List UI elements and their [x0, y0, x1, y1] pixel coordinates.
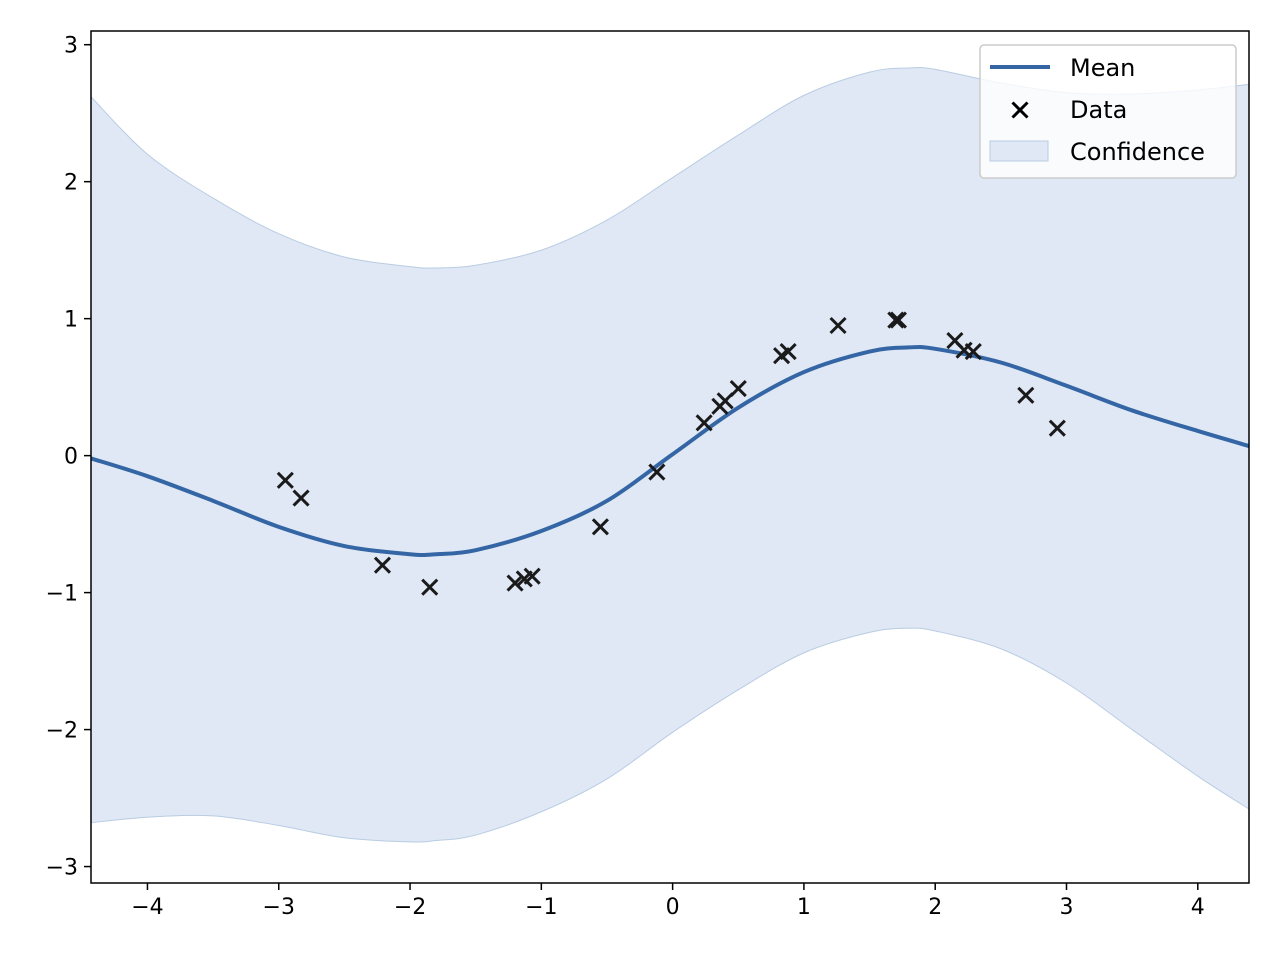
data-point: [276, 471, 294, 489]
y-tick-label: 0: [64, 445, 78, 470]
y-tick-label: 1: [64, 308, 78, 333]
x-tick-label: −1: [525, 895, 557, 920]
legend-data-swatch: [1011, 101, 1029, 119]
data-point: [779, 342, 797, 361]
data-point: [889, 311, 908, 329]
x-tick-label: 0: [666, 895, 680, 920]
legend-data-label: Data: [1070, 96, 1127, 124]
data-point: [506, 574, 524, 592]
y-tick-label: −1: [46, 582, 78, 607]
data-point: [373, 556, 392, 574]
data-point: [964, 342, 982, 361]
y-tick-label: −2: [46, 719, 78, 744]
data-point: [421, 578, 439, 596]
data-point: [292, 489, 310, 507]
data-point: [648, 463, 666, 481]
axes-frame: [90, 30, 1250, 884]
legend: Mean Data Confidence: [979, 44, 1237, 179]
legend-confidence-swatch: [989, 140, 1049, 162]
data-point: [887, 311, 905, 329]
legend-confidence-label: Confidence: [1070, 138, 1205, 166]
y-tick-label: 3: [64, 34, 78, 59]
plot-area: [91, 67, 1249, 843]
mean-line: [91, 344, 1249, 558]
data-point: [591, 518, 609, 536]
x-tick-label: −4: [131, 895, 163, 920]
x-tick-label: 2: [928, 895, 942, 920]
data-point: [829, 316, 847, 335]
x-tick-label: −2: [394, 895, 426, 920]
legend-mean-label: Mean: [1070, 54, 1135, 82]
x-tick-label: 4: [1191, 895, 1205, 920]
data-point: [716, 392, 734, 410]
data-point: [1048, 419, 1066, 437]
y-tick-label: 2: [64, 171, 78, 196]
x-axis: −4 −3 −2 −1 0 1 2 3 4: [131, 883, 1205, 920]
y-tick-label: −3: [46, 856, 78, 881]
y-axis: −3 −2 −1 0 1 2 3: [46, 34, 91, 881]
x-tick-label: −3: [263, 895, 295, 920]
data-point: [523, 567, 541, 585]
data-point: [729, 379, 747, 398]
data-point: [695, 414, 713, 432]
x-tick-label: 3: [1060, 895, 1074, 920]
x-tick-label: 1: [797, 895, 811, 920]
data-point: [1017, 386, 1035, 404]
